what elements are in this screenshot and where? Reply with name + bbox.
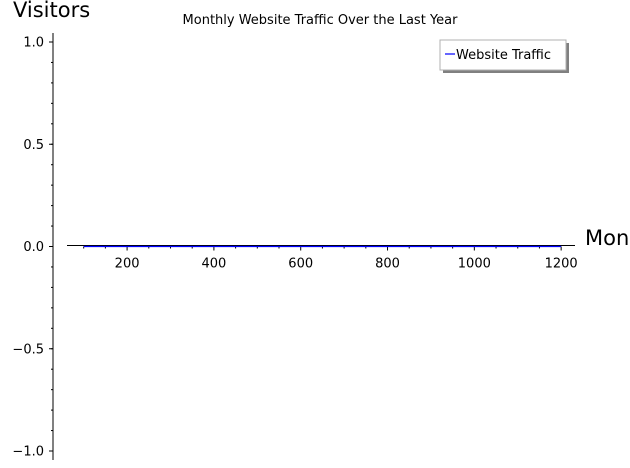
y-axis-label: Visitors	[13, 0, 90, 22]
chart-title: Monthly Website Traffic Over the Last Ye…	[183, 13, 459, 28]
y-tick-label: −1.0	[12, 445, 44, 460]
legend: Website Traffic	[439, 39, 569, 73]
x-tick-label: 1000	[458, 257, 491, 272]
x-tick-label: 1200	[545, 257, 578, 272]
x-tick-label: 800	[375, 257, 400, 272]
x-axis-ticks: 200 400 600 800 1000 1200	[83, 246, 578, 272]
x-tick-label: 600	[288, 257, 313, 272]
legend-box	[439, 39, 567, 71]
y-tick-label: 1.0	[23, 36, 44, 51]
x-tick-label: 400	[201, 257, 226, 272]
y-tick-label: 0.5	[23, 138, 44, 153]
y-axis-ticks: 1.0 0.5 0.0 −0.5 −1.0	[12, 36, 53, 460]
x-axis-label: Mon	[585, 226, 629, 250]
legend-label: Website Traffic	[456, 48, 551, 63]
y-tick-label: 0.0	[23, 240, 44, 255]
y-tick-label: −0.5	[12, 342, 44, 357]
x-tick-label: 200	[115, 257, 140, 272]
